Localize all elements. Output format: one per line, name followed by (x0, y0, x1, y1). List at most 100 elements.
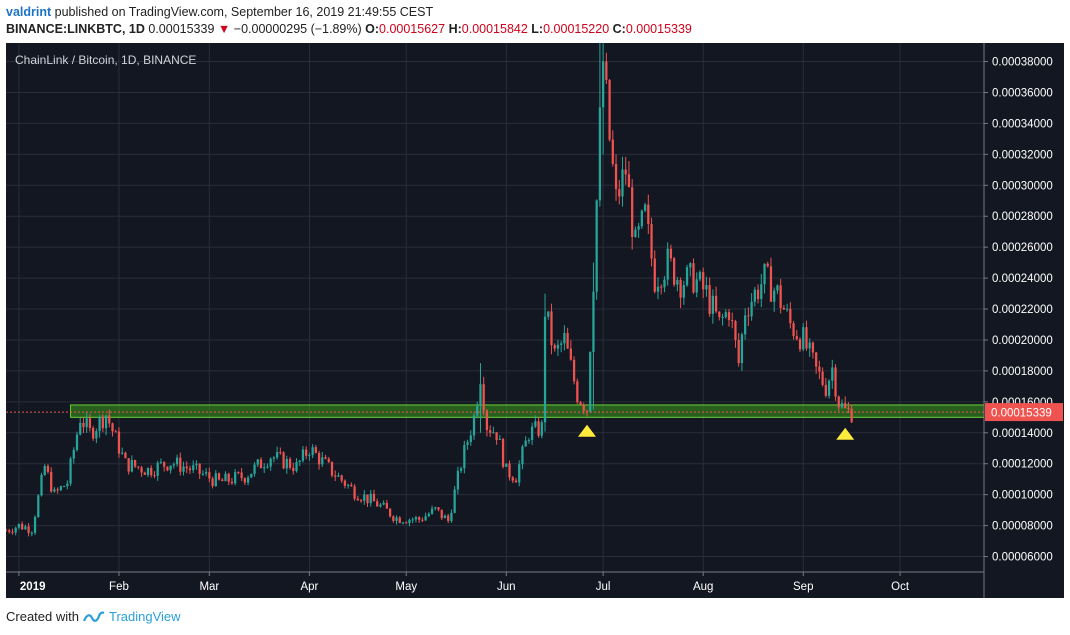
candle-down (327, 458, 330, 462)
candle-down (569, 348, 572, 360)
price-axis[interactable]: 0.00006000 0.00008000 0.00010000 0.00012000… (984, 43, 1064, 598)
candle-down (163, 461, 166, 467)
candle-up (456, 470, 460, 490)
candle-up (563, 333, 566, 344)
candle-down (495, 432, 498, 440)
time-tick-label: Oct (891, 581, 910, 593)
candles (4, 43, 853, 537)
candle-up (369, 493, 372, 504)
candle-down (514, 480, 518, 483)
candle-down (227, 473, 230, 482)
candle-down (766, 263, 769, 267)
candle-down (101, 416, 104, 429)
candle-down (653, 258, 656, 292)
symbol-name: BINANCE:LINKBTC, 1D (6, 22, 145, 36)
candle-down (243, 478, 246, 483)
candle-up (560, 343, 563, 345)
price-tick-label: 0.00034000 (992, 118, 1053, 130)
chart-container[interactable]: 0.00006000 0.00008000 0.00010000 0.00012000… (4, 43, 1064, 598)
candle-down (669, 248, 673, 259)
candle-down (314, 447, 317, 453)
candle-down (392, 516, 395, 521)
candle-up (463, 444, 466, 469)
candle-down (537, 421, 540, 436)
time-tick-label: Feb (109, 581, 129, 593)
candle-down (108, 415, 111, 424)
candle-down (844, 403, 847, 409)
candle-down (624, 169, 627, 175)
candle-down (56, 489, 59, 491)
symbol-line: BINANCE:LINKBTC, 1D 0.00015339 ▼ −0.0000… (6, 22, 692, 36)
candle-up (466, 442, 469, 445)
price-chart[interactable]: 0.00006000 0.00008000 0.00010000 0.00012000… (4, 43, 1064, 598)
candle-up (592, 291, 595, 352)
price-tick-label: 0.00010000 (992, 490, 1053, 502)
candle-up (411, 519, 414, 521)
candle-down (150, 467, 153, 476)
candle-up (689, 263, 692, 268)
candle-down (576, 381, 579, 403)
author-name[interactable]: valdrint (6, 5, 52, 19)
candle-up (53, 489, 56, 492)
candle-up (146, 467, 150, 475)
candle-up (62, 486, 66, 488)
candle-down (127, 458, 130, 472)
candle-up (808, 342, 811, 349)
candle-down (708, 285, 711, 314)
candle-up (24, 526, 27, 530)
chart-background (6, 43, 1064, 598)
candle-down (88, 418, 92, 428)
candle-down (605, 61, 608, 80)
price-tick-label: 0.00020000 (992, 335, 1053, 347)
candle-up (43, 466, 46, 475)
candle-up (763, 263, 766, 285)
candle-down (579, 402, 582, 405)
candle-up (75, 434, 79, 450)
candle-down (259, 459, 263, 469)
time-axis[interactable]: 2019 Feb Mar Apr May Jun Jul Aug Sep Oct (18, 572, 910, 593)
candle-up (773, 290, 776, 302)
candle-up (37, 495, 40, 518)
created-with-text: Created with (6, 609, 79, 624)
candle-up (695, 279, 698, 293)
price-tick-label: 0.00012000 (992, 459, 1053, 471)
candle-down (372, 493, 376, 502)
candle-up (637, 226, 640, 230)
candle-up (598, 107, 602, 201)
candle-down (485, 410, 489, 431)
candle-up (301, 449, 305, 461)
candle-down (747, 315, 750, 317)
candle-up (33, 517, 37, 533)
candle-up (802, 327, 805, 350)
time-tick-label: Jul (596, 581, 611, 593)
candle-down (82, 422, 85, 428)
price-tick-label: 0.00008000 (992, 521, 1053, 533)
candle-down (46, 466, 50, 472)
candle-up (401, 522, 405, 524)
grid-lines (6, 43, 984, 572)
candle-up (263, 467, 266, 469)
candle-up (234, 472, 237, 484)
candle-down (366, 494, 369, 504)
candle-down (673, 258, 676, 285)
candle-up (175, 457, 179, 465)
candle-up (521, 446, 524, 465)
candle-down (317, 452, 321, 465)
candle-up (424, 516, 427, 521)
support-zone (70, 404, 985, 418)
candle-down (702, 272, 705, 290)
candle-up (214, 473, 217, 487)
candle-down (731, 320, 734, 322)
candle-up (72, 449, 75, 459)
candle-up (547, 311, 550, 317)
candle-up (382, 502, 385, 505)
candle-up (740, 334, 744, 364)
candle-down (418, 517, 421, 520)
candle-down (585, 410, 589, 412)
candle-up (621, 169, 624, 197)
candle-up (666, 248, 669, 280)
candle-down (111, 423, 114, 432)
candle-up (95, 431, 98, 439)
tradingview-brand-link[interactable]: TradingView (108, 609, 181, 624)
candle-down (779, 285, 782, 308)
